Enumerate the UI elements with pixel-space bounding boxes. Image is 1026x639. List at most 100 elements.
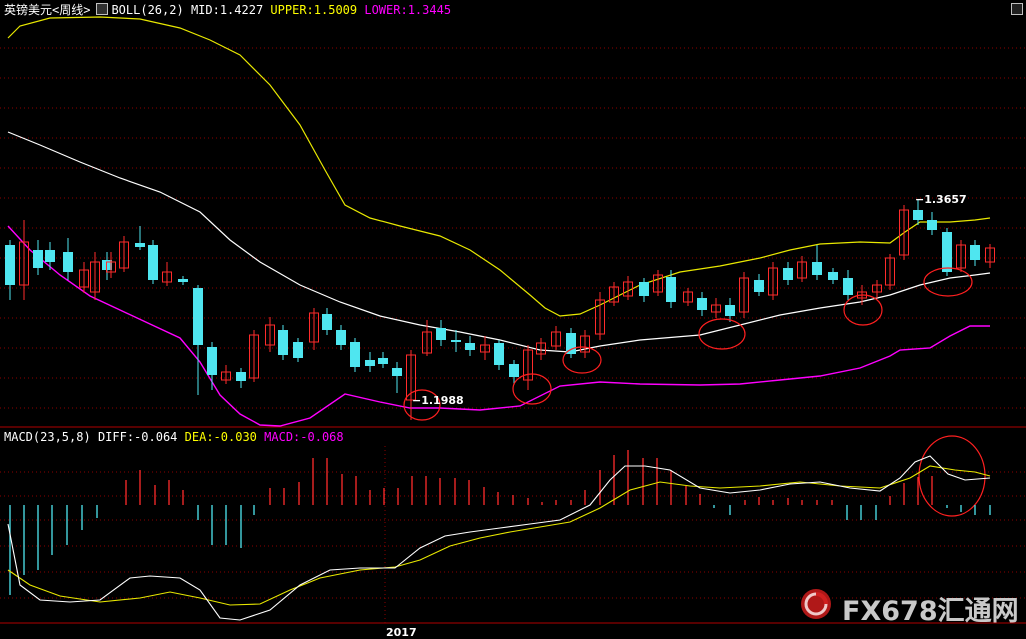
candle-down (207, 347, 217, 375)
boll-mid-line (7, 131, 991, 353)
candle-up (249, 334, 259, 379)
candle-down (828, 272, 838, 280)
low-price-annotation: −1.1988 (412, 394, 464, 407)
price-panel-header: 英镑美元<周线> BOLL(26,2) MID:1.4227 UPPER:1.50… (4, 3, 451, 17)
candle-up (885, 257, 895, 286)
candle-down (278, 330, 288, 355)
candle-up (536, 342, 546, 355)
fx678-logo-icon (801, 589, 831, 619)
candle-down (5, 245, 15, 285)
watermark-text: FX678汇通网 (842, 596, 1019, 627)
candle-down (293, 342, 303, 358)
candle-up (609, 286, 619, 303)
candle-down (913, 210, 923, 220)
candle-up (90, 261, 100, 293)
candle-up (739, 277, 749, 313)
highlight-circle (562, 346, 602, 374)
candle-up (162, 271, 172, 283)
candle-up (872, 284, 882, 293)
candle-down (783, 268, 793, 280)
grid-lines (0, 47, 1026, 624)
candle-down (322, 314, 332, 330)
candle-down (566, 333, 576, 354)
macd-panel (7, 450, 991, 621)
candle-up (956, 244, 966, 269)
candle-down (970, 245, 980, 260)
candle-down (33, 250, 43, 268)
candle-down (754, 280, 764, 292)
macd-indicator-label: MACD(23,5,8) (4, 430, 91, 444)
candle-down (350, 342, 360, 367)
candle-down (451, 340, 461, 342)
candle-up (265, 324, 275, 346)
candle-up (580, 335, 590, 353)
candle-up (711, 304, 721, 313)
boll-mid-value: MID:1.4227 (190, 3, 264, 17)
candle-up (79, 269, 89, 288)
candle-down (697, 298, 707, 310)
candle-down (378, 358, 388, 364)
candle-up (406, 354, 416, 401)
highlight-circles (403, 267, 986, 517)
macd-dea-value: DEA:-0.030 (184, 430, 257, 444)
candle-down (465, 343, 475, 350)
candle-up (683, 291, 693, 303)
macd-diff-value: DIFF:-0.064 (97, 430, 178, 444)
boll-indicator-label: BOLL(26,2) (111, 3, 184, 17)
candle-up (309, 312, 319, 343)
candle-down (812, 262, 822, 275)
highlight-circle (512, 373, 552, 405)
candle-down (509, 364, 519, 377)
candlesticks (5, 200, 995, 420)
candle-down (392, 368, 402, 376)
candle-down (178, 279, 188, 282)
candle-up (899, 209, 909, 256)
candle-up (19, 241, 29, 286)
panel-maximize-icon[interactable] (1011, 3, 1023, 15)
candle-down (927, 220, 937, 230)
candle-down (135, 243, 145, 247)
candle-up (119, 241, 129, 269)
candle-down (494, 343, 504, 365)
candle-down (436, 328, 446, 340)
candle-down (666, 277, 676, 302)
indicator-switch-icon[interactable] (96, 3, 109, 15)
macd-macd-value: MACD:-0.068 (264, 430, 344, 444)
candle-down (843, 278, 853, 295)
symbol-title: 英镑美元<周线> (4, 3, 91, 17)
boll-upper-line (7, 16, 991, 317)
candle-down (148, 245, 158, 280)
candle-down (725, 305, 735, 316)
x-tick-label: 2017 (386, 626, 417, 639)
candle-down (365, 360, 375, 366)
candle-up (106, 261, 116, 273)
candle-up (523, 349, 533, 381)
candle-down (193, 288, 203, 345)
candle-up (797, 261, 807, 279)
highlight-circle (403, 389, 441, 421)
macd-dea-line (7, 465, 991, 606)
highlight-circle (843, 294, 883, 326)
candle-down (639, 282, 649, 296)
boll-lower-value: LOWER:1.3445 (364, 3, 452, 17)
highlight-circle (923, 267, 973, 297)
candle-up (985, 247, 995, 263)
price-annotations: −1.1988 −1.3657 (412, 193, 967, 407)
macd-panel-header: MACD(23,5,8) DIFF:-0.064 DEA:-0.030 MACD… (4, 430, 344, 444)
candle-down (336, 330, 346, 345)
candle-down (942, 232, 952, 272)
highlight-circle (918, 435, 986, 517)
candle-down (236, 372, 246, 381)
candle-up (422, 331, 432, 354)
candle-up (595, 299, 605, 335)
boll-upper-value: UPPER:1.5009 (270, 3, 358, 17)
macd-diff-line (7, 455, 991, 621)
candle-up (768, 267, 778, 296)
high-price-annotation: −1.3657 (915, 193, 967, 206)
candle-up (551, 331, 561, 347)
candle-down (45, 250, 55, 262)
x-axis: 2017 (386, 626, 417, 639)
candle-up (653, 274, 663, 293)
highlight-circle (698, 318, 746, 350)
